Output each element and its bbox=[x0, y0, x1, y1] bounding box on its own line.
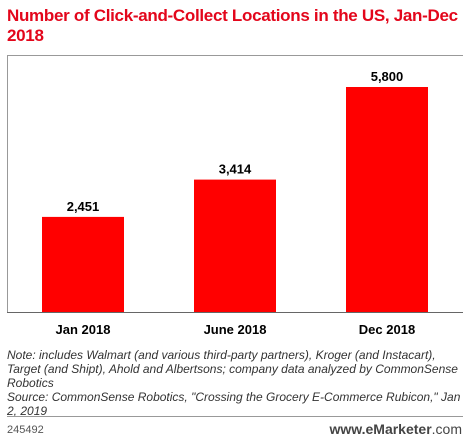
bar-june-2018 bbox=[194, 179, 276, 312]
chart-id: 245492 bbox=[7, 424, 44, 436]
bar-dec-2018 bbox=[346, 87, 428, 312]
footer-divider bbox=[7, 416, 463, 417]
emarketer-logo[interactable]: www.eMarketer.com bbox=[329, 421, 462, 437]
brand-prefix: www. bbox=[329, 421, 366, 437]
data-label: 3,414 bbox=[219, 162, 252, 177]
brand-suffix: .com bbox=[431, 421, 462, 437]
data-label: 5,800 bbox=[371, 69, 404, 84]
x-tick-label: June 2018 bbox=[204, 322, 267, 337]
plot-area: 2,451 Jan 2018 3,414 June 2018 5,800 Dec 2018 bbox=[7, 56, 463, 337]
brand-name: eMarketer bbox=[365, 421, 432, 437]
data-label: 2,451 bbox=[67, 199, 100, 214]
source-text: Source: CommonSense Robotics, "Crossing … bbox=[7, 390, 461, 418]
bar-jan-2018 bbox=[42, 216, 124, 312]
chart-title: Number of Click-and-Collect Locations in… bbox=[7, 6, 458, 45]
chart-notes: Note: includes Walmart (and various thir… bbox=[7, 348, 463, 418]
bar-chart: 2,451 Jan 2018 3,414 June 2018 5,800 Dec 2018 bbox=[7, 56, 463, 337]
note-text: Note: includes Walmart (and various thir… bbox=[7, 348, 458, 390]
x-tick-label: Jan 2018 bbox=[56, 322, 111, 337]
x-tick-label: Dec 2018 bbox=[359, 322, 415, 337]
title-divider bbox=[7, 55, 463, 56]
